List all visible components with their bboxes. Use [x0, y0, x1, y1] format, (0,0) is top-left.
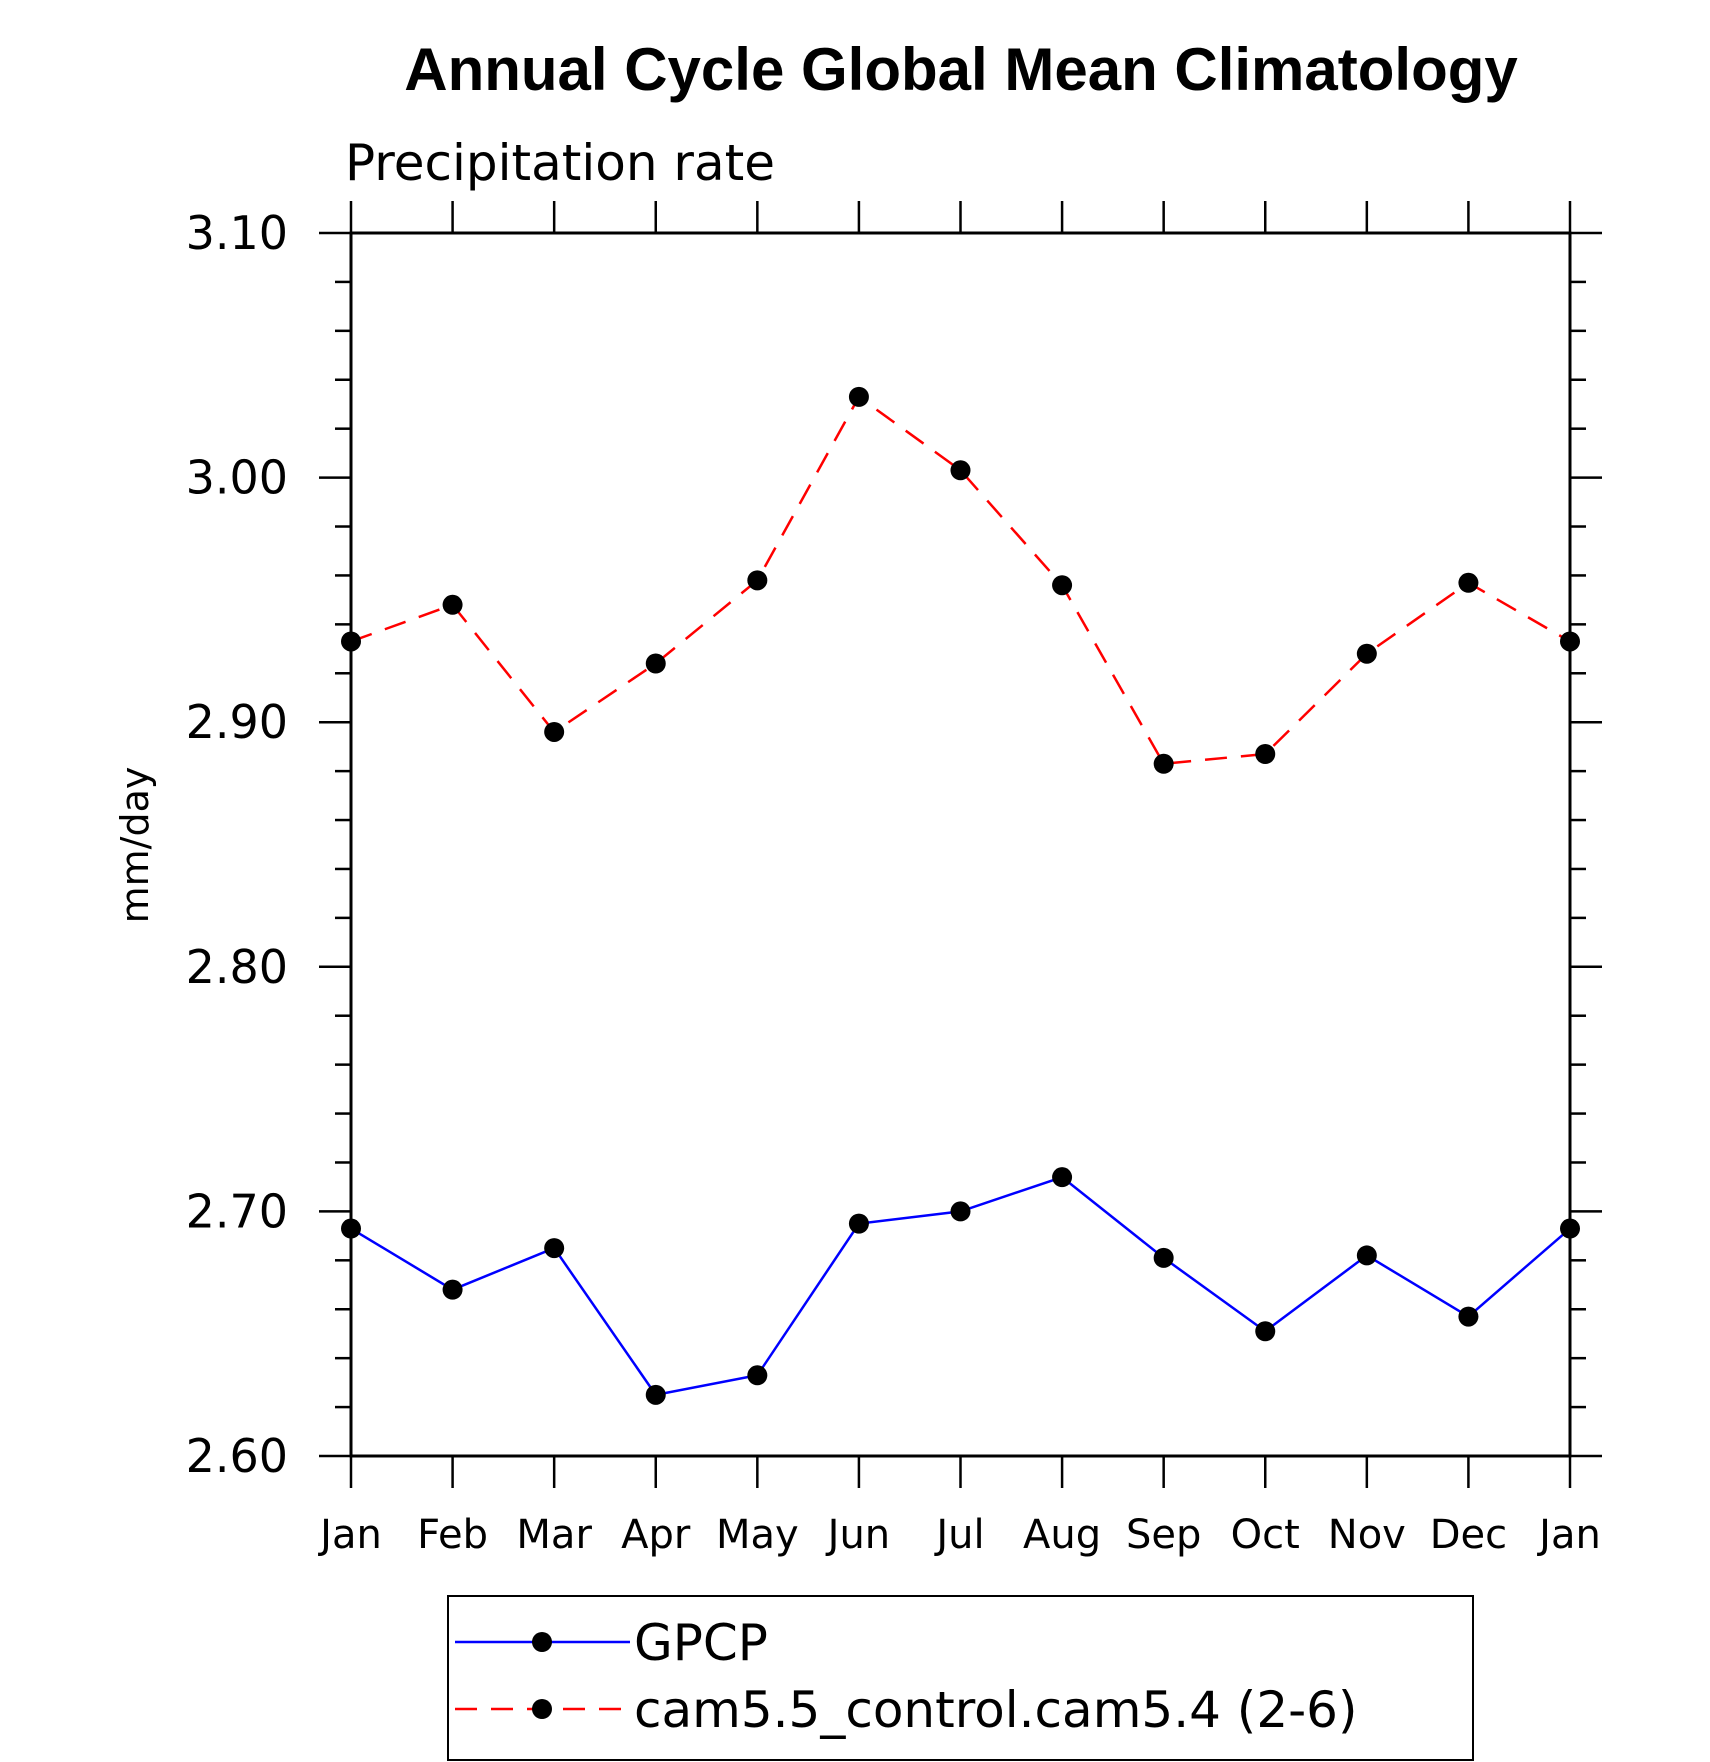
y-tick-label: 3.10: [186, 206, 288, 260]
data-point: [1356, 1245, 1377, 1266]
data-point: [442, 594, 463, 615]
legend-box: [447, 1595, 1474, 1761]
legend-marker: [532, 1632, 552, 1652]
x-tick-label: Nov: [1328, 1512, 1406, 1558]
data-point: [747, 1365, 768, 1386]
data-point: [544, 1238, 565, 1259]
x-tick-label: Apr: [621, 1512, 691, 1558]
legend-label: cam5.5_control.cam5.4 (2-6): [634, 1681, 1358, 1739]
series-line: [350, 395, 1571, 766]
x-tick-label: May: [716, 1512, 799, 1558]
legend-marker: [532, 1699, 552, 1719]
legend-label: GPCP: [634, 1614, 768, 1672]
x-tick-label: Jan: [317, 1512, 382, 1558]
x-tick-label: Jun: [825, 1512, 891, 1558]
tick-labels: Jan Feb Mar Apr May Jun Jul Aug Sep Oct Nov Dec Jan 2…: [186, 206, 1601, 1558]
y-axis-label: mm/day: [113, 767, 157, 924]
x-tick-label: Sep: [1126, 1512, 1201, 1558]
data-point: [1153, 753, 1174, 774]
data-point: [848, 1213, 869, 1234]
y-tick-label: 2.80: [186, 940, 288, 994]
x-tick-label: Mar: [516, 1512, 592, 1558]
legend: GPCP cam5.5_control.cam5.4 (2-6): [447, 1595, 1474, 1761]
data-point: [442, 1279, 463, 1300]
y-tick-label: 2.90: [186, 695, 288, 749]
series-group: [341, 386, 1580, 1405]
chart-title: Annual Cycle Global Mean Climatology: [404, 36, 1518, 103]
data-point: [544, 721, 565, 742]
data-point: [950, 1201, 971, 1222]
y-tick-label: 2.70: [186, 1184, 288, 1238]
data-point: [1153, 1247, 1174, 1268]
x-tick-label: Jan: [1536, 1512, 1601, 1558]
data-point: [1052, 575, 1073, 596]
x-tick-label: Dec: [1430, 1512, 1507, 1558]
data-point: [645, 653, 666, 674]
x-tick-label: Jul: [933, 1512, 984, 1558]
data-point: [645, 1384, 666, 1405]
x-tick-label: Aug: [1023, 1512, 1101, 1558]
data-point: [747, 570, 768, 591]
axis-ticks: [319, 201, 1602, 1488]
plot-frame: [349, 231, 1572, 1458]
chart-subtitle: Precipitation rate: [345, 134, 775, 192]
data-point: [1458, 572, 1479, 593]
legend-items: GPCP cam5.5_control.cam5.4 (2-6): [455, 1614, 1358, 1739]
y-tick-label: 2.60: [186, 1429, 288, 1483]
x-tick-label: Feb: [417, 1512, 488, 1558]
data-point: [848, 386, 869, 407]
data-point: [1255, 1321, 1276, 1342]
y-tick-label: 3.00: [186, 451, 288, 505]
data-point: [1255, 743, 1276, 764]
data-point: [1052, 1167, 1073, 1188]
data-point: [950, 460, 971, 481]
x-tick-label: Oct: [1231, 1512, 1300, 1558]
data-point: [1356, 643, 1377, 664]
data-point: [1458, 1306, 1479, 1327]
